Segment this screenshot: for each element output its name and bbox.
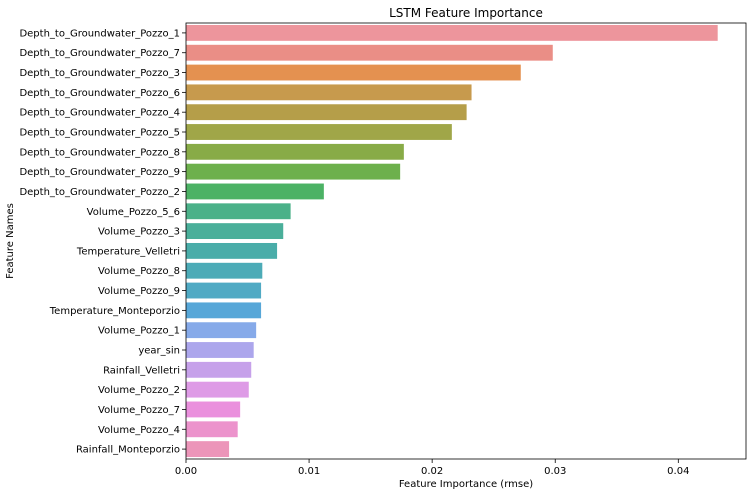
y-tick-label: Depth_to_Groundwater_Pozzo_4 — [19, 108, 180, 119]
bar-year-sin — [186, 342, 254, 358]
bar-depth-to-groundwater-pozzo-4 — [186, 104, 467, 121]
chart-title: LSTM Feature Importance — [389, 6, 543, 20]
x-tick-label: 0.02 — [421, 466, 443, 477]
y-tick-label: Depth_to_Groundwater_Pozzo_6 — [19, 88, 180, 99]
y-tick-label: Volume_Pozzo_7 — [98, 405, 180, 416]
bar-volume-pozzo-3 — [186, 223, 284, 240]
bars-group — [186, 24, 718, 458]
y-tick-label: Depth_to_Groundwater_Pozzo_2 — [19, 187, 180, 198]
bar-volume-pozzo-9 — [186, 282, 262, 299]
y-tick-label: Temperature_Velletri — [76, 246, 180, 257]
y-tick-label: Volume_Pozzo_1 — [98, 326, 180, 337]
bar-depth-to-groundwater-pozzo-1 — [186, 24, 718, 41]
y-tick-label: Depth_to_Groundwater_Pozzo_8 — [19, 147, 180, 158]
bar-volume-pozzo-5-6 — [186, 203, 291, 220]
bar-temperature-monteporzio — [186, 302, 262, 319]
x-ticks: 0.00 0.01 0.02 0.03 0.04 — [175, 459, 689, 477]
x-axis-label: Feature Importance (rmse) — [399, 479, 533, 490]
y-tick-label: Volume_Pozzo_3 — [98, 227, 180, 238]
bar-volume-pozzo-4 — [186, 421, 238, 438]
y-tick-label: Rainfall_Velletri — [103, 365, 180, 376]
y-tick-label: Depth_to_Groundwater_Pozzo_3 — [19, 68, 180, 79]
y-axis-label: Feature Names — [5, 203, 16, 279]
bar-rainfall-monteporzio — [186, 441, 230, 458]
y-tick-label: Depth_to_Groundwater_Pozzo_5 — [19, 128, 180, 139]
bar-depth-to-groundwater-pozzo-5 — [186, 124, 452, 140]
y-tick-label: Depth_to_Groundwater_Pozzo_9 — [19, 167, 180, 178]
y-tick-label: Volume_Pozzo_8 — [98, 266, 180, 277]
x-tick-label: 0.00 — [175, 466, 197, 477]
bar-rainfall-velletri — [186, 361, 252, 378]
y-tick-label: Volume_Pozzo_4 — [98, 425, 180, 436]
y-tick-label: year_sin — [138, 346, 180, 357]
bar-depth-to-groundwater-pozzo-8 — [186, 143, 404, 160]
bar-depth-to-groundwater-pozzo-6 — [186, 84, 472, 101]
y-tick-labels: Depth_to_Groundwater_Pozzo_1 Depth_to_Gro… — [19, 28, 186, 456]
y-tick-label: Volume_Pozzo_2 — [98, 385, 180, 396]
bar-depth-to-groundwater-pozzo-7 — [186, 44, 553, 61]
x-tick-label: 0.04 — [667, 466, 689, 477]
y-tick-label: Temperature_Monteporzio — [49, 306, 180, 317]
x-tick-label: 0.01 — [298, 466, 320, 477]
y-tick-label: Depth_to_Groundwater_Pozzo_1 — [19, 28, 180, 39]
bar-volume-pozzo-1 — [186, 322, 257, 339]
bar-volume-pozzo-8 — [186, 262, 263, 279]
y-tick-label: Volume_Pozzo_5_6 — [87, 207, 180, 218]
x-tick-label: 0.03 — [544, 466, 566, 477]
bar-depth-to-groundwater-pozzo-9 — [186, 163, 401, 180]
bar-volume-pozzo-2 — [186, 381, 249, 398]
y-tick-label: Volume_Pozzo_9 — [98, 286, 180, 297]
plot-frame — [185, 22, 747, 460]
y-tick-label: Depth_to_Groundwater_Pozzo_7 — [19, 48, 180, 59]
bar-volume-pozzo-7 — [186, 401, 241, 418]
y-tick-label: Rainfall_Monteporzio — [76, 445, 180, 456]
bar-depth-to-groundwater-pozzo-3 — [186, 64, 521, 81]
bar-depth-to-groundwater-pozzo-2 — [186, 183, 324, 200]
bar-temperature-velletri — [186, 242, 278, 259]
